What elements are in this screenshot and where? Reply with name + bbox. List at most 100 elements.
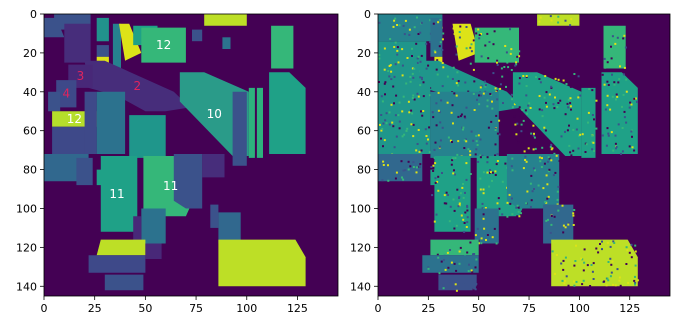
speckle-pixel	[506, 72, 509, 75]
speckle-pixel	[484, 207, 487, 209]
speckle-pixel	[496, 202, 499, 205]
speckle-pixel	[491, 107, 494, 110]
speckle-pixel	[549, 15, 552, 18]
speckle-pixel	[435, 213, 438, 216]
y-tick: 0	[30, 8, 44, 21]
speckle-pixel	[557, 185, 560, 188]
speckle-pixel	[494, 154, 497, 157]
speckle-pixel	[514, 64, 517, 67]
speckle-pixel	[614, 142, 617, 145]
speckle-pixel	[518, 106, 521, 109]
speckle-pixel	[607, 84, 610, 86]
speckle-pixel	[610, 45, 612, 48]
speckle-pixel	[470, 130, 473, 133]
speckle-pixel	[469, 173, 472, 175]
speckle-pixel	[634, 283, 636, 286]
speckle-pixel	[476, 252, 479, 255]
speckle-pixel	[633, 97, 636, 100]
region-label: 3	[77, 69, 85, 83]
speckle-pixel	[516, 204, 519, 207]
speckle-pixel	[470, 43, 473, 46]
speckle-pixel	[475, 148, 478, 151]
speckle-pixel	[539, 81, 542, 84]
speckle-pixel	[529, 205, 532, 208]
speckle-pixel	[466, 209, 469, 212]
speckle-pixel	[494, 129, 497, 131]
speckle-pixel	[526, 190, 529, 193]
speckle-pixel	[440, 260, 443, 263]
speckle-pixel	[620, 152, 622, 155]
speckle-pixel	[443, 194, 446, 197]
heatmap-region	[88, 255, 146, 273]
speckle-pixel	[520, 212, 522, 215]
speckle-pixel	[505, 56, 508, 59]
speckle-pixel	[381, 127, 384, 130]
speckle-pixel	[419, 31, 422, 34]
speckle-pixel	[630, 130, 633, 133]
speckle-pixel	[562, 231, 565, 234]
speckle-pixel	[477, 28, 480, 31]
speckle-pixel	[486, 234, 489, 236]
speckle-pixel	[401, 74, 404, 77]
speckle-pixel	[390, 78, 393, 81]
speckle-pixel	[459, 25, 462, 28]
speckle-pixel	[557, 78, 560, 81]
speckle-pixel	[412, 135, 415, 138]
x-tick: 100	[569, 296, 590, 315]
x-tick-label: 0	[375, 302, 382, 315]
speckle-pixel	[393, 146, 396, 149]
speckle-pixel	[576, 117, 579, 120]
speckle-pixel	[457, 205, 460, 208]
speckle-pixel	[435, 124, 438, 127]
speckle-pixel	[437, 91, 440, 94]
speckle-pixel	[480, 85, 483, 88]
speckle-pixel	[427, 138, 429, 141]
speckle-pixel	[541, 115, 544, 118]
speckle-pixel	[564, 279, 567, 282]
speckle-pixel	[533, 136, 536, 139]
speckle-pixel	[411, 72, 414, 75]
speckle-pixel	[611, 35, 614, 38]
speckle-pixel	[529, 107, 532, 109]
y-tick: 120	[16, 241, 44, 254]
speckle-pixel	[424, 128, 427, 131]
speckle-pixel	[621, 127, 624, 129]
speckle-pixel	[534, 169, 536, 172]
speckle-pixel	[550, 86, 553, 89]
speckle-pixel	[573, 209, 576, 211]
speckle-pixel	[556, 198, 559, 201]
speckle-pixel	[539, 16, 542, 19]
speckle-pixel	[441, 38, 444, 41]
heatmap-region	[218, 239, 306, 287]
speckle-pixel	[570, 18, 573, 21]
speckle-pixel	[378, 21, 381, 24]
speckle-pixel	[437, 109, 440, 112]
speckle-pixel	[388, 75, 391, 78]
speckle-pixel	[518, 215, 521, 218]
speckle-pixel	[452, 198, 455, 201]
speckle-pixel	[622, 93, 625, 96]
speckle-pixel	[394, 114, 397, 117]
speckle-pixel	[442, 66, 445, 69]
speckle-pixel	[521, 108, 524, 111]
y-tick: 40	[23, 86, 44, 99]
speckle-pixel	[513, 115, 516, 118]
speckle-pixel	[511, 157, 514, 160]
speckle-pixel	[515, 63, 518, 66]
speckle-pixel	[609, 245, 612, 248]
speckle-pixel	[432, 22, 435, 25]
speckle-pixel	[419, 60, 422, 63]
speckle-pixel	[607, 132, 610, 135]
speckle-pixel	[446, 251, 449, 254]
speckle-pixel	[442, 259, 445, 262]
speckle-pixel	[495, 163, 498, 166]
speckle-pixel	[395, 94, 398, 97]
speckle-pixel	[464, 191, 466, 194]
speckle-pixel	[463, 222, 466, 224]
speckle-pixel	[515, 61, 518, 64]
speckle-pixel	[474, 266, 477, 269]
speckle-pixel	[525, 202, 528, 205]
speckle-pixel	[391, 121, 394, 124]
speckle-pixel	[575, 128, 578, 131]
speckle-pixel	[425, 67, 428, 70]
